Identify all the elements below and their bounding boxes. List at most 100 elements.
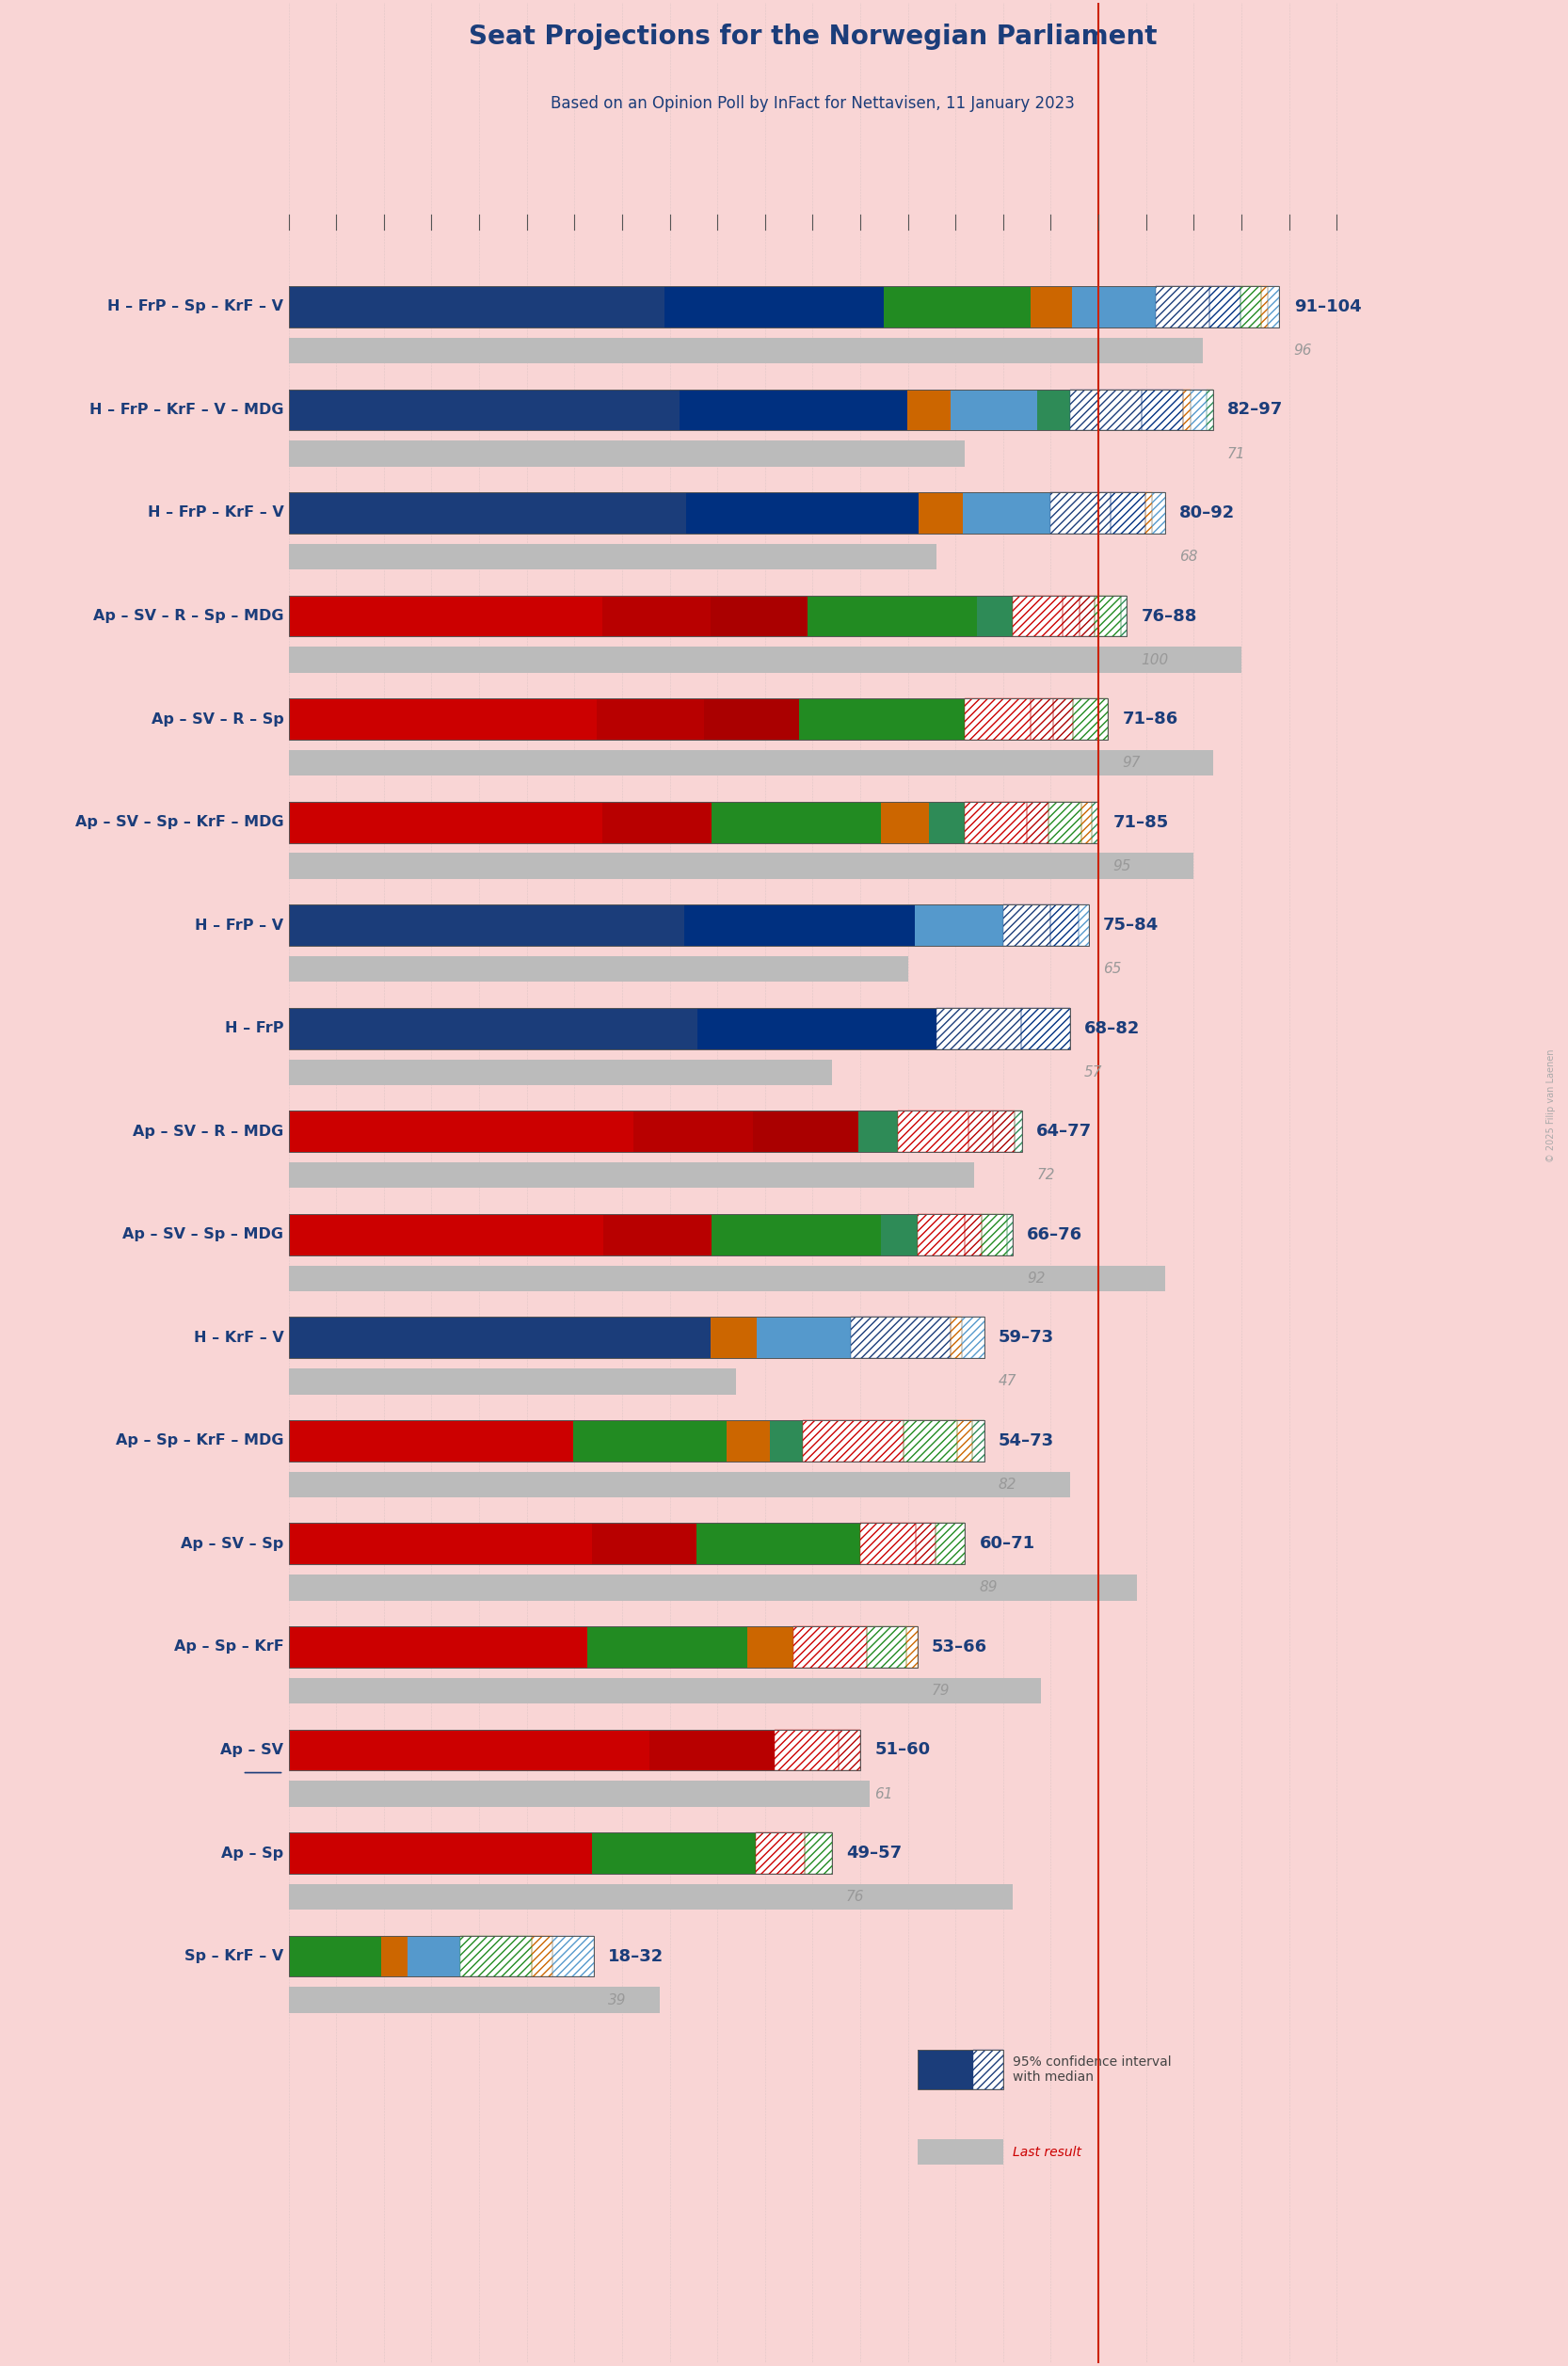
Bar (687, 492, 919, 532)
Bar (839, 1730, 861, 1770)
Bar (1182, 388, 1192, 431)
Bar (1014, 1110, 1022, 1152)
Bar (881, 802, 928, 842)
Bar (604, 1214, 712, 1256)
Bar (289, 1625, 917, 1668)
Text: 82: 82 (999, 1476, 1016, 1491)
Bar (919, 492, 963, 532)
Bar (1192, 388, 1207, 431)
Bar (982, 1214, 1007, 1256)
Bar (851, 1318, 950, 1358)
Bar (935, 1524, 964, 1564)
Text: 96: 96 (1294, 343, 1312, 357)
Text: 71–85: 71–85 (1113, 814, 1168, 830)
Text: 18–32: 18–32 (608, 1947, 663, 1964)
Text: 79: 79 (931, 1685, 950, 1699)
Bar (964, 802, 1027, 842)
Text: Ap – SV – Sp – KrF – MDG: Ap – SV – Sp – KrF – MDG (75, 816, 284, 828)
Text: Seat Projections for the Norwegian Parliament: Seat Projections for the Norwegian Parli… (469, 24, 1157, 50)
Bar (602, 802, 712, 842)
Text: 59–73: 59–73 (999, 1330, 1054, 1346)
Text: Ap – Sp – KrF – MDG: Ap – Sp – KrF – MDG (116, 1434, 284, 1448)
Bar (1051, 904, 1079, 946)
Bar (1240, 286, 1262, 327)
Bar (649, 1730, 775, 1770)
Text: 51–60: 51–60 (875, 1741, 930, 1758)
Bar (916, 1524, 935, 1564)
Text: 92: 92 (1027, 1271, 1046, 1285)
Bar (289, 698, 1109, 741)
Bar (903, 1420, 956, 1462)
Bar (1207, 388, 1212, 431)
Bar (993, 1110, 1014, 1152)
Bar (704, 698, 798, 741)
Bar (1145, 492, 1152, 532)
Bar (753, 1110, 859, 1152)
Bar (798, 698, 964, 741)
Text: Ap – Sp – KrF: Ap – Sp – KrF (174, 1640, 284, 1654)
Bar (633, 1110, 753, 1152)
Bar (1267, 286, 1279, 327)
Bar (982, 1214, 1007, 1256)
Bar (289, 388, 679, 431)
Bar (289, 286, 665, 327)
Text: H – FrP – KrF – V – MDG: H – FrP – KrF – V – MDG (89, 402, 284, 416)
Bar (1062, 596, 1079, 636)
Bar (1014, 1110, 1022, 1152)
Bar (898, 1110, 969, 1152)
Bar (289, 286, 1279, 327)
Bar (289, 544, 936, 570)
Bar (748, 1625, 793, 1668)
Bar (770, 1420, 803, 1462)
Text: Based on an Opinion Poll by InFact for Nettavisen, 11 January 2023: Based on an Opinion Poll by InFact for N… (550, 95, 1074, 111)
Bar (1209, 286, 1240, 327)
Bar (1030, 698, 1052, 741)
Bar (289, 1524, 964, 1564)
Bar (1145, 492, 1152, 532)
Text: H – FrP – V: H – FrP – V (194, 918, 284, 932)
Bar (289, 1214, 1013, 1256)
Text: © 2025 Filip van Laenen: © 2025 Filip van Laenen (1546, 1048, 1555, 1162)
Bar (961, 1318, 985, 1358)
Bar (532, 1935, 552, 1978)
Bar (289, 1625, 586, 1668)
Text: 91–104: 91–104 (1294, 298, 1361, 315)
Bar (289, 1368, 737, 1394)
Bar (381, 1935, 408, 1978)
Bar (956, 1420, 972, 1462)
Bar (917, 2049, 974, 2089)
Bar (906, 1625, 917, 1668)
Bar (1110, 492, 1145, 532)
Bar (867, 1625, 906, 1668)
Bar (859, 1110, 898, 1152)
Text: H – FrP: H – FrP (224, 1022, 284, 1036)
Bar (861, 1524, 916, 1564)
Bar (289, 956, 908, 982)
Bar (408, 1935, 459, 1978)
Bar (679, 388, 906, 431)
Bar (1052, 698, 1073, 741)
Bar (665, 286, 884, 327)
Text: 68–82: 68–82 (1083, 1020, 1140, 1036)
Bar (289, 1730, 861, 1770)
Bar (839, 1730, 861, 1770)
Bar (1013, 596, 1062, 636)
Bar (726, 1420, 770, 1462)
Text: 95: 95 (1113, 859, 1131, 873)
Bar (289, 904, 1088, 946)
Bar (289, 1162, 975, 1188)
Text: 76–88: 76–88 (1142, 608, 1198, 625)
Text: 71–86: 71–86 (1123, 710, 1178, 729)
Bar (1082, 802, 1091, 842)
Bar (1004, 904, 1051, 946)
Bar (867, 1625, 906, 1668)
Text: H – KrF – V: H – KrF – V (193, 1330, 284, 1344)
Text: Ap – Sp: Ap – Sp (221, 1845, 284, 1860)
Bar (993, 1110, 1014, 1152)
Bar (1062, 596, 1079, 636)
Bar (1142, 388, 1182, 431)
Bar (964, 1214, 982, 1256)
Bar (289, 1834, 593, 1874)
Bar (851, 1318, 950, 1358)
Bar (950, 1318, 961, 1358)
